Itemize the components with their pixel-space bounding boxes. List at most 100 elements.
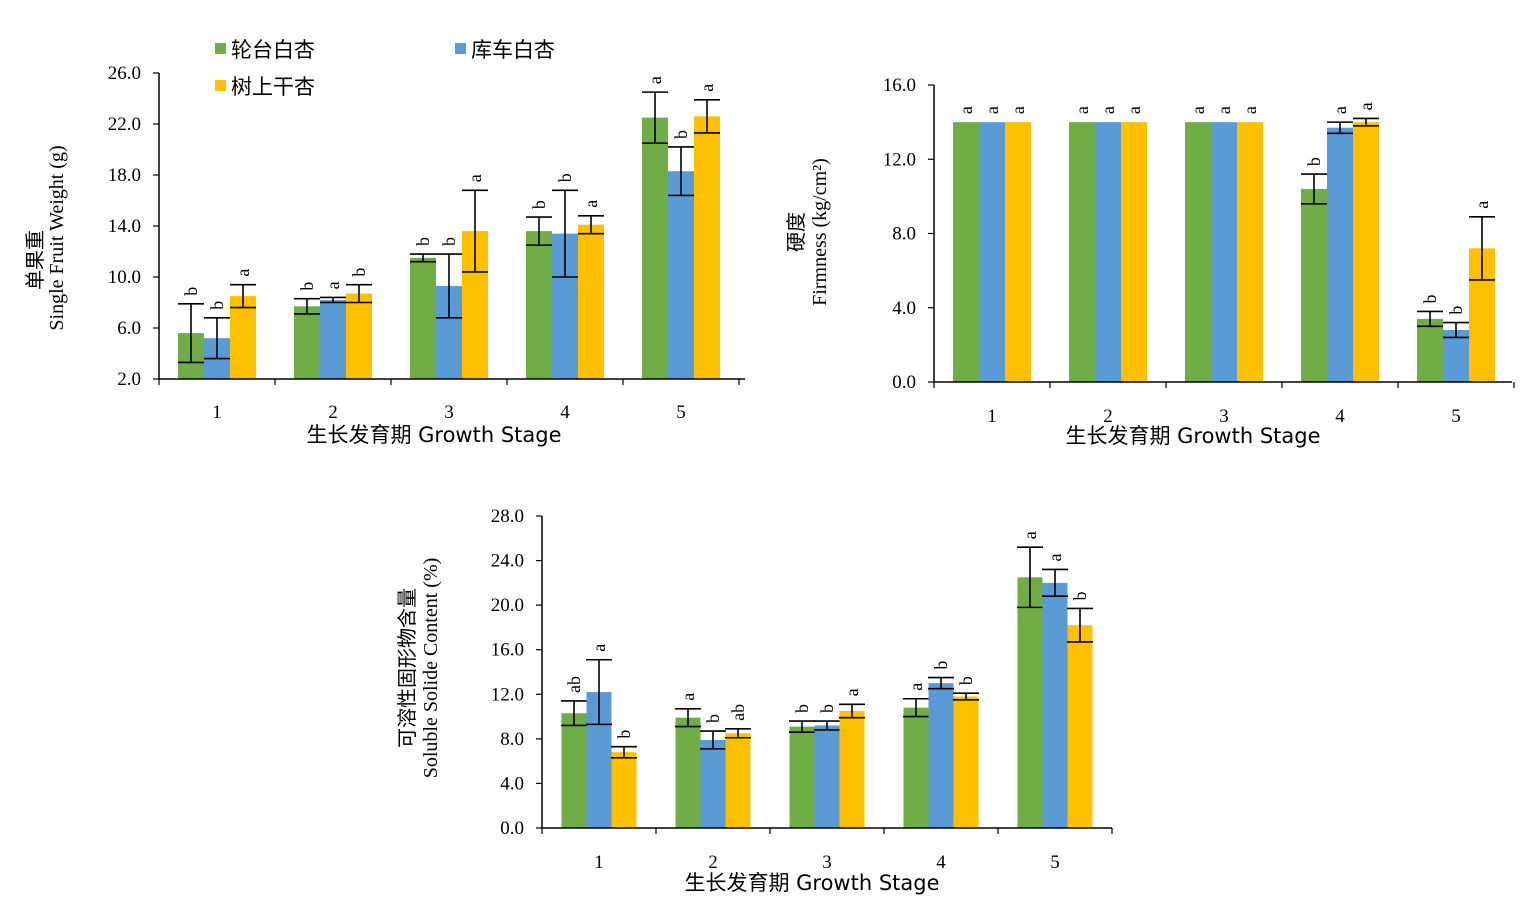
significance-label: b — [1420, 294, 1440, 303]
x-tick-label: 3 — [444, 402, 454, 423]
x-tick-label: 3 — [822, 852, 832, 873]
significance-label: a — [589, 644, 609, 652]
bar-3-series-3 — [839, 711, 865, 828]
y-tick-label: 18.0 — [108, 165, 141, 186]
bar-2-series-3 — [1121, 122, 1147, 382]
significance-label: a — [1020, 531, 1040, 539]
bar-4-series-3 — [953, 696, 979, 828]
x-tick-label: 4 — [560, 402, 570, 423]
bar-2-series-2 — [320, 299, 346, 379]
significance-label: a — [1240, 106, 1260, 114]
x-axis-title: 生长发育期 Growth Stage — [684, 871, 939, 895]
y-tick-label: 4.0 — [500, 773, 524, 794]
bar-5-series-1 — [642, 117, 668, 379]
y-tick-label: 12.0 — [491, 684, 524, 705]
bar-4-series-3 — [578, 224, 604, 379]
significance-label: b — [817, 704, 837, 713]
bar-1-series-3 — [230, 296, 256, 379]
legend-swatch-kc — [455, 43, 466, 54]
significance-label: a — [1472, 201, 1492, 209]
significance-label: a — [1124, 106, 1144, 114]
significance-label: a — [233, 269, 253, 277]
significance-label: a — [1045, 553, 1065, 561]
bar-4-series-2 — [928, 683, 954, 828]
significance-label: ab — [728, 704, 748, 721]
significance-label: a — [581, 200, 601, 208]
significance-label: ab — [564, 676, 584, 693]
bar-3-series-2 — [1211, 122, 1237, 382]
significance-label: a — [323, 281, 343, 289]
significance-label: b — [349, 268, 369, 277]
significance-label: b — [931, 661, 951, 670]
y-tick-label: 16.0 — [883, 75, 916, 96]
bar-5-series-1 — [1017, 577, 1043, 828]
y-tick-label: 0.0 — [892, 372, 916, 393]
y-tick-label: 22.0 — [108, 114, 141, 135]
chart-single-fruit-weight: 生长发育期 Growth Stage 单果重 Single Fruit Weig… — [24, 63, 745, 447]
chart-soluble-solids: 生长发育期 Growth Stage 可溶性固形物含量 Soluble Soli… — [396, 506, 1113, 895]
bar-1-series-3 — [611, 752, 637, 828]
x-tick-label: 5 — [1451, 406, 1461, 427]
significance-label: a — [697, 84, 717, 92]
bar-4-series-1 — [526, 231, 552, 379]
chart-firmness: 生长发育期 Growth Stage 硬度 Firmness (kg/cm²) … — [785, 75, 1515, 448]
y-tick-label: 20.0 — [491, 595, 524, 616]
significance-label: b — [439, 237, 459, 246]
y-axis-title-en: Firmness (kg/cm²) — [809, 158, 831, 306]
y-tick-label: 8.0 — [892, 224, 916, 245]
significance-label: b — [671, 130, 691, 139]
significance-label: a — [1330, 106, 1350, 114]
significance-label: a — [645, 76, 665, 84]
significance-label: b — [703, 714, 723, 723]
bar-5-series-2 — [668, 171, 694, 379]
significance-label: a — [1356, 102, 1376, 110]
bar-3-series-1 — [1185, 122, 1211, 382]
y-tick-label: 24.0 — [491, 551, 524, 572]
bar-5-series-2 — [1042, 582, 1068, 828]
significance-label: b — [207, 301, 227, 310]
bar-1-series-1 — [561, 713, 587, 828]
significance-label: a — [1188, 106, 1208, 114]
bar-2-series-1 — [675, 717, 701, 828]
significance-label: b — [1446, 306, 1466, 315]
y-axis-title-cn: 硬度 — [785, 212, 808, 252]
y-tick-label: 10.0 — [108, 267, 141, 288]
legend-label-kc: 库车白杏 — [471, 38, 555, 62]
x-axis-title: 生长发育期 Growth Stage — [1065, 424, 1320, 448]
bar-1-series-1 — [953, 122, 979, 382]
y-tick-label: 4.0 — [892, 298, 916, 319]
bar-5-series-2 — [1443, 330, 1469, 382]
significance-label: a — [982, 106, 1002, 114]
y-tick-label: 0.0 — [500, 818, 524, 839]
y-tick-label: 12.0 — [883, 149, 916, 170]
y-axis-title-en: Soluble Solide Content (%) — [420, 558, 442, 779]
significance-label: a — [1098, 106, 1118, 114]
significance-label: a — [1214, 106, 1234, 114]
y-axis-title-en: Single Fruit Weight (g) — [46, 145, 68, 330]
x-tick-label: 1 — [212, 402, 222, 423]
bar-3-series-3 — [1237, 122, 1263, 382]
significance-label: b — [614, 730, 634, 739]
legend-label-ssg: 树上干杏 — [231, 75, 315, 99]
bar-5-series-1 — [1417, 318, 1443, 382]
significance-label: b — [1070, 591, 1090, 600]
significance-label: b — [956, 676, 976, 685]
bar-5-series-3 — [1067, 625, 1093, 828]
significance-label: a — [906, 683, 926, 691]
x-tick-label: 2 — [328, 402, 338, 423]
bar-3-series-1 — [789, 726, 815, 828]
significance-label: a — [678, 693, 698, 701]
legend-label-lt: 轮台白杏 — [231, 38, 315, 62]
bar-2-series-2 — [1095, 122, 1121, 382]
significance-label: a — [1072, 106, 1092, 114]
significance-label: b — [297, 282, 317, 291]
significance-label: a — [956, 106, 976, 114]
x-tick-label: 1 — [594, 852, 604, 873]
bar-5-series-3 — [694, 116, 720, 379]
x-tick-label: 4 — [936, 852, 946, 873]
bar-2-series-3 — [346, 293, 372, 379]
x-tick-label: 1 — [987, 406, 997, 427]
x-tick-label: 4 — [1335, 406, 1345, 427]
y-tick-label: 16.0 — [491, 640, 524, 661]
